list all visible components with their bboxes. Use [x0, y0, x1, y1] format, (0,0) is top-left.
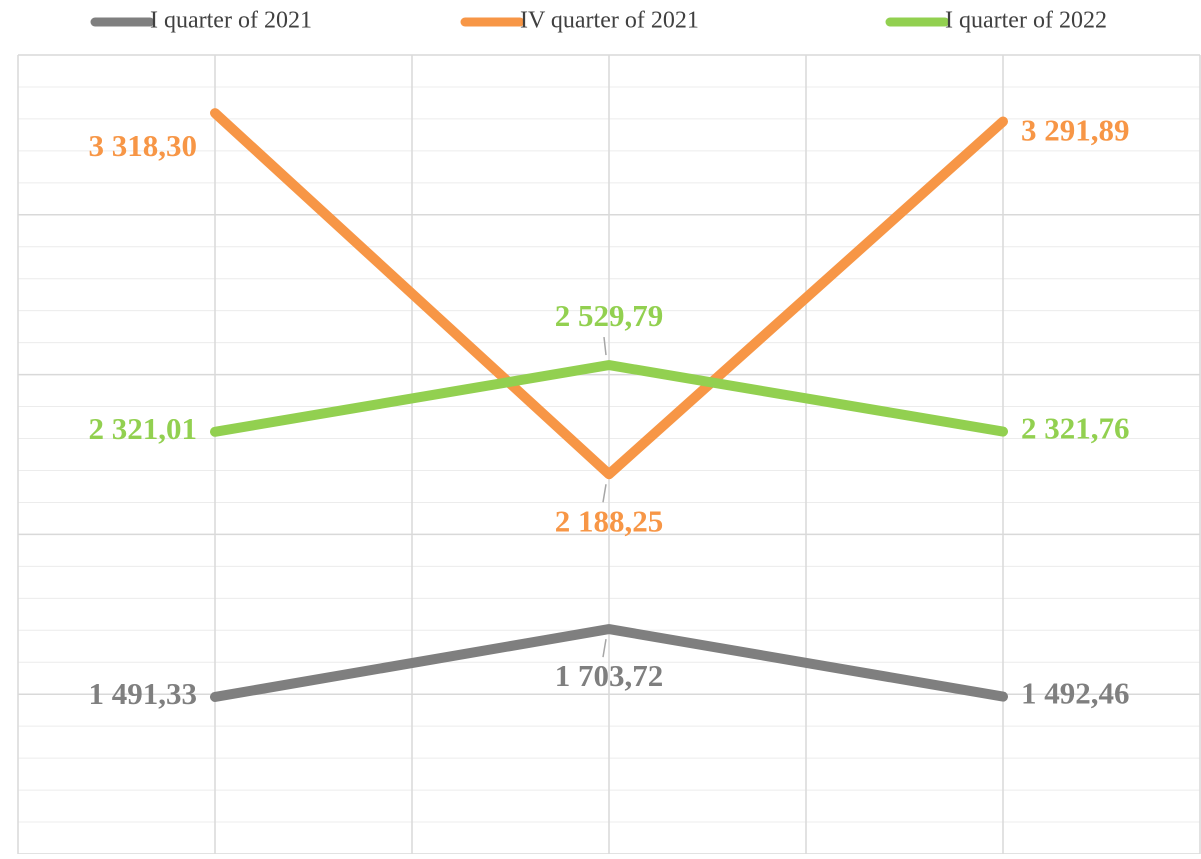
data-label: 1 492,46	[1021, 676, 1130, 711]
data-label: 2 529,79	[555, 298, 664, 333]
legend-label: I quarter of 2022	[945, 8, 1107, 34]
data-label: 2 321,76	[1021, 411, 1130, 446]
legend-label: I quarter of 2021	[150, 8, 312, 34]
series-line	[210, 624, 1008, 702]
data-label: 1 703,72	[555, 658, 664, 693]
series-line	[210, 360, 1008, 437]
data-label: 1 491,33	[89, 676, 198, 711]
data-label: 3 291,89	[1021, 113, 1130, 148]
legend-label: IV quarter of 2021	[520, 8, 699, 34]
leader-line	[603, 336, 607, 356]
data-label: 2 188,25	[555, 503, 664, 538]
leader-line	[602, 484, 607, 503]
leader-line	[602, 638, 607, 658]
data-label: 2 321,01	[89, 411, 198, 446]
series-line	[210, 108, 1008, 480]
data-label: 3 318,30	[89, 128, 198, 163]
